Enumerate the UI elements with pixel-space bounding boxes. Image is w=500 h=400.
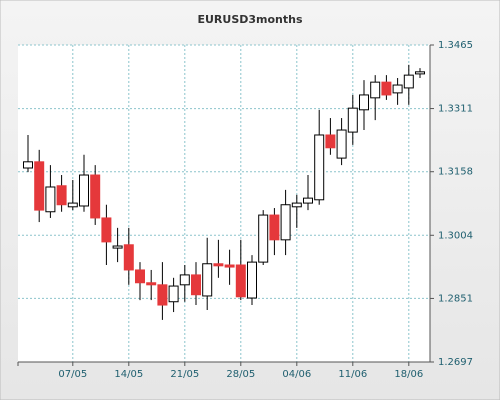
chart-title: EURUSD3months [197,13,302,26]
y-tick-label: 1.3311 [438,104,473,115]
x-tick-label: 11/06 [338,369,367,380]
x-tick-label: 07/05 [58,369,87,380]
candle-body [90,174,101,219]
candle-body [179,274,190,286]
candle-body [291,202,302,208]
candle-body [157,284,168,306]
candle-body [392,84,403,94]
candle-body [56,185,67,206]
candle-body [370,81,381,99]
candle-body [79,174,89,207]
candle-body [258,214,269,263]
candle-body [213,263,224,267]
x-tick-label: 18/06 [394,369,423,380]
candle-body [280,204,291,241]
candles [23,64,425,320]
candle-body [303,197,313,204]
candle-body [23,161,33,169]
candle-body [347,107,358,133]
candle-body [202,263,213,297]
candle-body [336,129,347,159]
x-tick-label: 14/05 [114,369,143,380]
x-tick-label: 04/06 [282,369,311,380]
candle-body [325,134,336,149]
candle-body [101,217,112,243]
x-tick-label: 28/05 [226,369,255,380]
candle-body [235,264,246,298]
x-tick-label: 21/05 [170,369,199,380]
candle-body [381,81,392,96]
candle-body [146,282,157,286]
candle-body [34,161,45,211]
candle-body [135,269,145,284]
y-tick-label: 1.3465 [438,40,473,51]
candle-body [67,202,78,208]
candle-body [415,71,425,75]
candle-body [359,94,369,111]
candle-body [224,264,235,268]
candle-body [123,244,134,271]
candle-body [191,274,201,296]
candle-body [247,261,257,299]
y-tick-label: 1.3004 [438,230,473,241]
candle-body [269,214,280,241]
y-tick-label: 1.2851 [438,293,473,304]
candle-body [403,74,414,89]
candle-body [112,245,123,249]
y-tick-label: 1.3158 [438,167,473,178]
candle-body [314,134,325,201]
y-tick-label: 1.2697 [438,357,473,368]
candle-body [168,285,179,303]
candle-body [45,186,56,213]
